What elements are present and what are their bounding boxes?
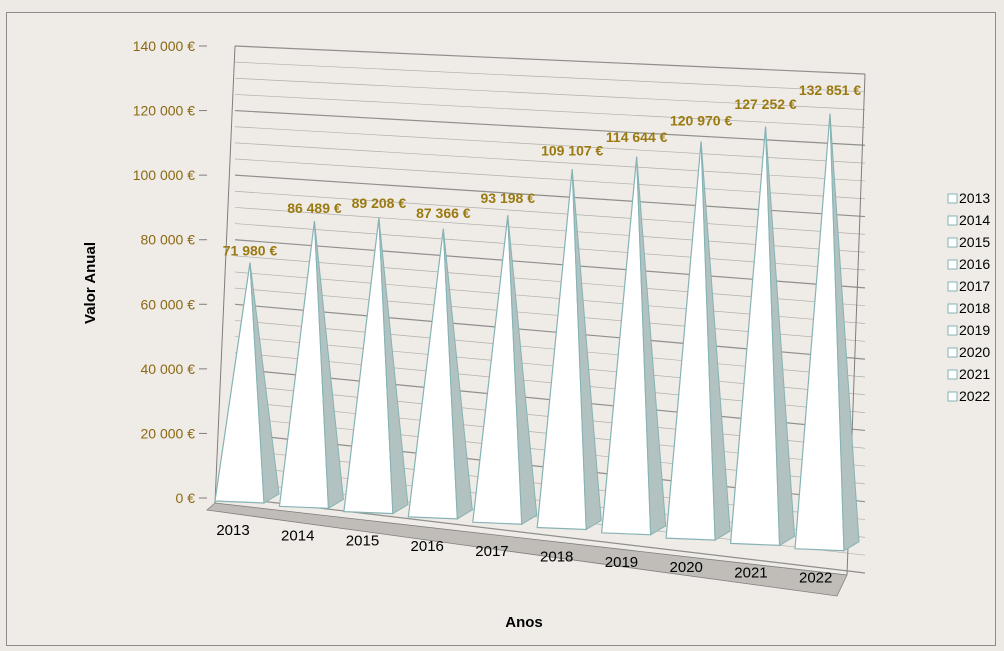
data-label: 93 198 € bbox=[481, 190, 536, 206]
data-label: 71 980 € bbox=[223, 243, 278, 259]
major-gridline bbox=[234, 45, 866, 75]
x-tick-label: 2022 bbox=[799, 570, 832, 587]
x-tick-label: 2014 bbox=[281, 527, 314, 544]
pyramid-side-face bbox=[636, 156, 667, 536]
legend-swatch bbox=[947, 237, 958, 248]
legend-item: 2013 bbox=[947, 190, 990, 206]
legend-label: 2016 bbox=[959, 256, 990, 272]
legend-swatch bbox=[947, 391, 958, 402]
data-label: 132 851 € bbox=[799, 82, 861, 98]
legend-item: 2022 bbox=[947, 388, 990, 404]
data-label: 109 107 € bbox=[541, 143, 603, 159]
chart-frame: 0 € 20 000 € 40 000 € 60 000 € 80 000 € 100 0… bbox=[6, 12, 996, 646]
legend-item: 2018 bbox=[947, 300, 990, 316]
legend-label: 2015 bbox=[959, 234, 990, 250]
x-tick-label: 2013 bbox=[216, 522, 249, 539]
y-tick-label: 40 000 € bbox=[141, 361, 196, 377]
legend-label: 2022 bbox=[959, 388, 990, 404]
data-label: 127 252 € bbox=[734, 96, 796, 112]
major-gridline bbox=[234, 497, 866, 574]
y-tick-label: 60 000 € bbox=[141, 296, 196, 312]
legend-swatch bbox=[947, 369, 958, 380]
legend-label: 2021 bbox=[959, 366, 990, 382]
y-tick-label: 80 000 € bbox=[141, 232, 196, 248]
x-tick-label: 2019 bbox=[605, 554, 638, 571]
pyramid-bar bbox=[407, 228, 473, 520]
y-tick-label: 140 000 € bbox=[133, 38, 195, 54]
pyramid-bar bbox=[343, 217, 409, 515]
legend-item: 2015 bbox=[947, 234, 990, 250]
data-label: 120 970 € bbox=[670, 112, 732, 128]
pyramid-bar-chart: 0 € 20 000 € 40 000 € 60 000 € 80 000 € 100 0… bbox=[82, 38, 990, 631]
pyramid-side-face bbox=[571, 169, 602, 531]
minor-gridline bbox=[234, 142, 866, 182]
left-wall-edge bbox=[214, 45, 236, 504]
pyramid-bar bbox=[214, 262, 280, 504]
pyramid-bar bbox=[278, 220, 344, 510]
pyramid-bar bbox=[665, 141, 731, 541]
data-label: 86 489 € bbox=[287, 200, 342, 216]
x-tick-label: 2020 bbox=[670, 559, 703, 576]
legend-swatch bbox=[947, 325, 958, 336]
legend-swatch bbox=[947, 193, 958, 204]
pyramid-bar bbox=[601, 156, 667, 536]
y-tick-label: 0 € bbox=[176, 490, 196, 506]
legend-label: 2020 bbox=[959, 344, 990, 360]
chart-floor bbox=[206, 502, 848, 597]
floor-surface bbox=[206, 502, 848, 597]
x-axis-title: Anos bbox=[505, 614, 543, 631]
legend-label: 2017 bbox=[959, 278, 990, 294]
legend-label: 2018 bbox=[959, 300, 990, 316]
legend-swatch bbox=[947, 215, 958, 226]
x-tick-label: 2015 bbox=[346, 533, 379, 550]
legend-swatch bbox=[947, 259, 958, 270]
x-tick-label: 2016 bbox=[411, 538, 444, 555]
legend-item: 2016 bbox=[947, 256, 990, 272]
minor-gridline bbox=[234, 77, 866, 110]
y-tick-label: 20 000 € bbox=[141, 425, 196, 441]
legend-label: 2019 bbox=[959, 322, 990, 338]
data-label: 89 208 € bbox=[352, 195, 407, 211]
pyramid-side-face bbox=[765, 126, 796, 547]
x-tick-label: 2018 bbox=[540, 549, 573, 566]
legend-item: 2020 bbox=[947, 344, 990, 360]
y-axis-ticks: 0 € 20 000 € 40 000 € 60 000 € 80 000 € 100 0… bbox=[133, 38, 207, 506]
legend-label: 2014 bbox=[959, 212, 990, 228]
minor-gridline bbox=[234, 94, 866, 128]
pyramid-bar bbox=[472, 215, 538, 526]
pyramid-side-face bbox=[829, 113, 860, 552]
pyramid-side-face bbox=[313, 221, 344, 510]
pyramid-bar bbox=[536, 169, 602, 531]
y-tick-label: 120 000 € bbox=[133, 103, 195, 119]
pyramid-bars bbox=[214, 113, 860, 552]
minor-gridline bbox=[234, 126, 866, 164]
legend-item: 2014 bbox=[947, 212, 990, 228]
x-axis-ticks: 2013 2014 2015 2016 2017 2018 2019 2020 2021 2022 bbox=[216, 522, 832, 587]
legend-swatch bbox=[947, 281, 958, 292]
pyramid-side-face bbox=[249, 262, 280, 504]
pyramid-side-face bbox=[378, 217, 409, 515]
y-axis-title: Valor Anual bbox=[82, 242, 99, 324]
legend: 2013 2014 2015 2016 2017 2018 2019 2020 2021 2022 bbox=[947, 190, 990, 404]
pyramid-bar bbox=[729, 126, 796, 547]
data-label: 87 366 € bbox=[416, 205, 471, 221]
major-gridline bbox=[234, 109, 866, 146]
legend-item: 2021 bbox=[947, 366, 990, 382]
x-tick-label: 2017 bbox=[475, 543, 508, 560]
y-tick-label: 100 000 € bbox=[133, 167, 195, 183]
pyramid-side-face bbox=[442, 228, 473, 520]
x-tick-label: 2021 bbox=[734, 564, 767, 581]
pyramid-bar bbox=[794, 113, 860, 552]
data-label: 114 644 € bbox=[606, 129, 668, 145]
pyramid-side-face bbox=[507, 215, 538, 526]
pyramid-side-face bbox=[700, 141, 731, 541]
legend-swatch bbox=[947, 303, 958, 314]
data-labels: 71 980 € 86 489 € 89 208 € 87 366 € 93 198 €… bbox=[223, 82, 862, 259]
legend-swatch bbox=[947, 347, 958, 358]
legend-item: 2019 bbox=[947, 322, 990, 338]
minor-gridline bbox=[234, 61, 866, 93]
legend-label: 2013 bbox=[959, 190, 990, 206]
legend-item: 2017 bbox=[947, 278, 990, 294]
